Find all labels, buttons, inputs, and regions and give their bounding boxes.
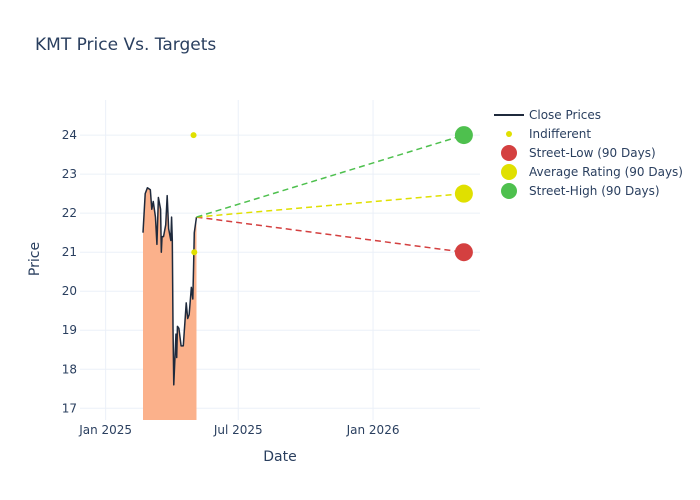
area-layer xyxy=(143,187,197,420)
line-layer xyxy=(142,134,465,386)
street-high-90-days-target-marker xyxy=(454,126,473,145)
legend[interactable]: Close Prices Indifferent Street-Low (90 Da… xyxy=(494,108,683,199)
y-tick-label: 17 xyxy=(62,401,77,415)
indifferent-rating-point xyxy=(190,132,197,139)
legend-label-close-prices: Close Prices xyxy=(529,108,601,122)
legend-label-average-rating-90-days: Average Rating (90 Days) xyxy=(529,165,683,179)
close-price-line xyxy=(142,187,198,386)
street-low-90-days-target-marker xyxy=(454,243,473,262)
legend-label-street-low-90-days: Street-Low (90 Days) xyxy=(529,146,656,160)
legend-swatch-average-rating-90-days xyxy=(501,164,517,180)
street-low-90-days-target-line xyxy=(196,216,464,253)
y-axis-title: Price xyxy=(27,242,43,276)
average-rating-90-days-target-marker xyxy=(454,184,473,203)
x-axis-title: Date xyxy=(263,449,296,465)
tick-layer: 17 18 19 20 21 22 23 24 Jan 2025 Jul 2025 Jan 2026 xyxy=(62,128,400,437)
average-rating-90-days-target-line xyxy=(196,192,464,218)
x-tick-label: Jan 2025 xyxy=(78,423,132,437)
y-tick-label: 24 xyxy=(62,128,77,142)
x-tick-label: Jul 2025 xyxy=(213,423,263,437)
y-tick-label: 22 xyxy=(62,206,77,220)
y-tick-label: 20 xyxy=(62,284,77,298)
close-price-area xyxy=(143,187,197,420)
legend-label-indifferent: Indifferent xyxy=(529,127,591,141)
y-tick-label: 23 xyxy=(62,167,77,181)
y-tick-label: 19 xyxy=(62,323,77,337)
legend-label-street-high-90-days: Street-High (90 Days) xyxy=(529,184,660,198)
indifferent-rating-point xyxy=(191,249,198,256)
x-tick-label: Jan 2026 xyxy=(346,423,400,437)
legend-swatch-street-low-90-days xyxy=(501,145,517,161)
y-tick-label: 18 xyxy=(62,362,77,376)
legend-swatch-indifferent xyxy=(506,131,512,137)
chart-title: KMT Price Vs. Targets xyxy=(35,35,216,55)
legend-swatch-street-high-90-days xyxy=(501,183,517,199)
street-high-90-days-target-line xyxy=(196,134,465,218)
marker-layer xyxy=(190,126,473,262)
y-tick-label: 21 xyxy=(62,245,77,259)
